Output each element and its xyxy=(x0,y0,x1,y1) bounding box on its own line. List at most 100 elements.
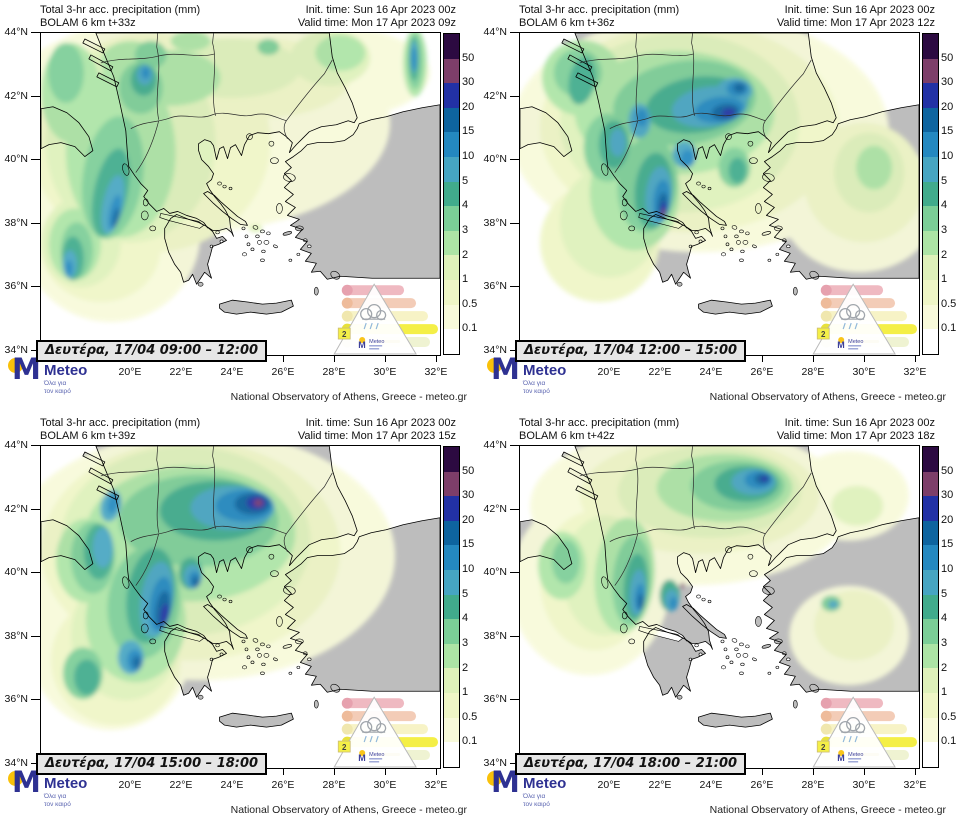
greece-precip-map: 2 M Meteo xyxy=(520,33,919,355)
period-label: Δευτέρα, 17/04 15:00 – 18:00 xyxy=(36,753,268,775)
colorbar-segment xyxy=(444,329,459,354)
colorbar-value: 1 xyxy=(462,273,469,286)
colorbar-segment xyxy=(444,58,459,84)
period-label: Δευτέρα, 17/04 09:00 – 12:00 xyxy=(36,340,268,362)
lon-label: 22°E xyxy=(169,366,193,378)
logo-tagline: Όλα για τον καιρό xyxy=(523,380,550,395)
colorbar-segment xyxy=(444,619,459,644)
lat-tick xyxy=(510,445,519,446)
lon-label: 22°E xyxy=(169,779,193,791)
lon-tick xyxy=(813,769,814,775)
colorbar-segment xyxy=(444,280,459,305)
period-text: Δευτέρα, 17/04 09:00 – 12:00 xyxy=(45,343,259,358)
lon-tick xyxy=(385,356,386,362)
lon-tick xyxy=(864,769,865,775)
colorbar-segment xyxy=(923,570,938,595)
colorbar-segment xyxy=(444,742,459,767)
lat-label: 44°N xyxy=(483,26,507,38)
forecast-panel-09-12: Total 3-hr acc. precipitation (mm) BOLAM… xyxy=(0,0,479,412)
colorbar-value: 30 xyxy=(941,489,954,502)
lon-label: 30°E xyxy=(373,366,397,378)
title-line: Total 3-hr acc. precipitation (mm) xyxy=(40,417,201,429)
colorbar-segment xyxy=(444,255,459,281)
lat-label: 42°N xyxy=(4,502,28,515)
logo-tagline-line2: τον καιρό xyxy=(44,387,71,395)
lat-label: 36°N xyxy=(483,693,507,705)
lon-tick xyxy=(436,769,437,775)
lat-label: 40°N xyxy=(4,566,28,578)
svg-text:M: M xyxy=(358,340,365,350)
init-line: Init. time: Sun 16 Apr 2023 00z xyxy=(784,417,935,429)
rain-cloud-icon xyxy=(360,717,387,734)
lat-tick xyxy=(31,635,40,637)
colorbar-value: 3 xyxy=(941,636,948,649)
colorbar-value: 0.5 xyxy=(462,710,478,723)
logo-brand-text: Meteo xyxy=(44,362,88,379)
logo-tagline-line2: τον καιρό xyxy=(44,800,71,808)
colorbar-ramp xyxy=(922,33,939,355)
colorbar-ramp xyxy=(443,446,460,768)
lon-label: 32°E xyxy=(903,779,927,791)
svg-text:M: M xyxy=(837,340,844,350)
panel-time-block: Init. time: Sun 16 Apr 2023 00z Valid ti… xyxy=(298,417,456,443)
logo-sun-dot xyxy=(8,771,23,786)
panel-time-block: Init. time: Sun 16 Apr 2023 00z Valid ti… xyxy=(777,4,935,30)
colorbar-segment xyxy=(923,594,938,620)
rain-cloud-icon xyxy=(839,717,866,734)
lat-label: 36°N xyxy=(4,693,28,705)
lon-label: 24°E xyxy=(220,779,244,791)
colorbar-value: 15 xyxy=(462,125,475,138)
lon-tick xyxy=(762,769,763,775)
meteo-logo: M Meteo Όλα για τον καιρό xyxy=(6,765,126,815)
lat-label: 44°N xyxy=(4,26,28,38)
greece-precip-map: 2 M Meteo xyxy=(41,446,440,768)
colorbar-segment xyxy=(444,447,459,472)
title-line: Total 3-hr acc. precipitation (mm) xyxy=(40,4,201,16)
colorbar-segment xyxy=(923,34,938,59)
warning-pyramid-watermark: 2 M Meteo xyxy=(333,696,439,768)
colorbar-value: 0.1 xyxy=(462,735,478,748)
lon-label: 26°E xyxy=(750,779,774,791)
logo-brand-text: Meteo xyxy=(44,775,88,792)
colorbar-segment xyxy=(923,619,938,644)
colorbar-segment xyxy=(444,83,459,108)
lon-label: 30°E xyxy=(852,366,876,378)
panel-time-block: Init. time: Sun 16 Apr 2023 00z Valid ti… xyxy=(298,4,456,30)
logo-tagline-line1: Όλα για xyxy=(44,793,67,800)
model-line: BOLAM 6 km t+42z xyxy=(519,430,615,442)
colorbar-value: 10 xyxy=(462,563,475,576)
lon-tick xyxy=(436,356,437,362)
country-borders xyxy=(100,446,333,586)
colorbar-segment xyxy=(444,107,459,133)
colorbar-value: 20 xyxy=(941,100,954,113)
colorbar-value: 0.1 xyxy=(941,322,957,335)
colorbar-value: 50 xyxy=(462,51,475,64)
period-text: Δευτέρα, 17/04 12:00 – 15:00 xyxy=(524,343,738,358)
colorbar-value: 10 xyxy=(941,150,954,163)
svg-text:M: M xyxy=(837,753,844,763)
colorbar-segment xyxy=(923,304,938,330)
period-label: Δευτέρα, 17/04 12:00 – 15:00 xyxy=(515,340,747,362)
country-borders xyxy=(579,33,812,173)
forecast-panel-15-18: Total 3-hr acc. precipitation (mm) BOLAM… xyxy=(0,413,479,825)
colorbar-value: 2 xyxy=(941,661,948,674)
colorbar-segment xyxy=(923,280,938,305)
colorbar-segment xyxy=(444,471,459,497)
lat-tick xyxy=(31,159,40,160)
svg-text:2: 2 xyxy=(821,743,826,752)
title-line: Total 3-hr acc. precipitation (mm) xyxy=(519,417,680,429)
colorbar-value: 30 xyxy=(462,76,475,89)
colorbar-value: 4 xyxy=(462,612,469,625)
lat-tick xyxy=(31,508,40,510)
init-line: Init. time: Sun 16 Apr 2023 00z xyxy=(305,417,456,429)
model-line: BOLAM 6 km t+36z xyxy=(519,17,615,29)
greece-precip-map: 2 M Meteo xyxy=(41,33,440,355)
coastlines xyxy=(41,446,440,728)
colorbar-value: 2 xyxy=(462,661,469,674)
logo-tagline-line2: τον καιρό xyxy=(523,800,550,808)
colorbar-value: 3 xyxy=(462,636,469,649)
credit-line: National Observatory of Athens, Greece -… xyxy=(709,804,946,816)
lon-label: 22°E xyxy=(648,366,672,378)
logo-tagline: Όλα για τον καιρό xyxy=(44,793,71,808)
lat-label: 38°N xyxy=(483,629,507,642)
